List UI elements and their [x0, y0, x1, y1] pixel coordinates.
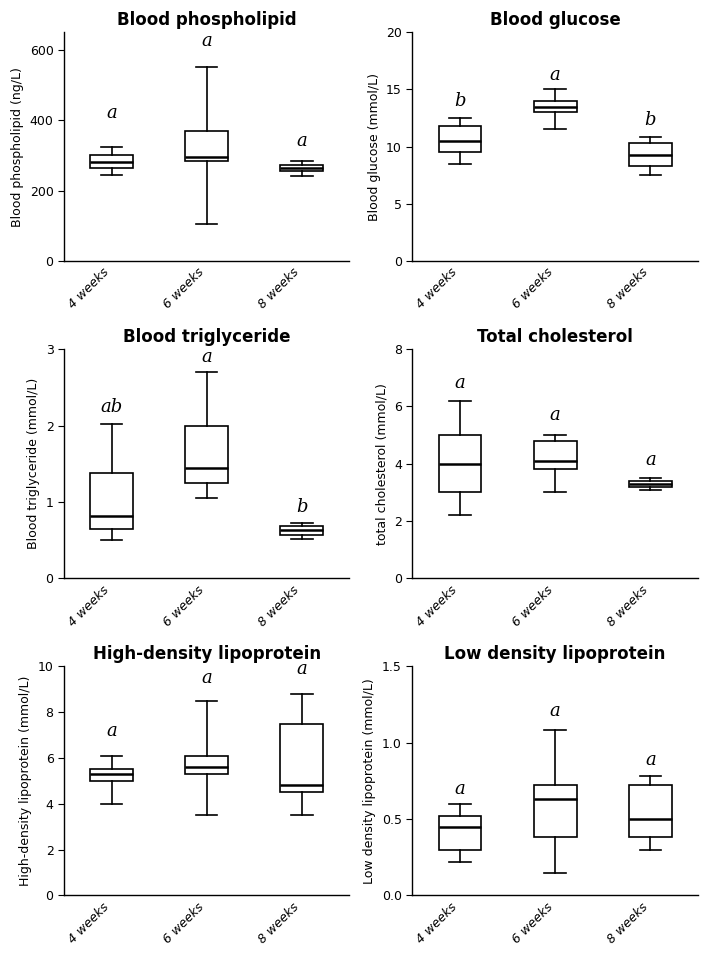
Text: a: a	[106, 104, 117, 122]
Y-axis label: Blood phospholipid (ng/L): Blood phospholipid (ng/L)	[11, 67, 24, 227]
PathPatch shape	[439, 126, 481, 152]
PathPatch shape	[90, 769, 133, 781]
Text: a: a	[645, 452, 656, 470]
PathPatch shape	[629, 786, 671, 837]
Text: a: a	[296, 132, 307, 150]
PathPatch shape	[534, 786, 576, 837]
PathPatch shape	[185, 756, 228, 774]
Title: Blood glucose: Blood glucose	[490, 11, 620, 29]
Y-axis label: Low density lipoprotein (mmol/L): Low density lipoprotein (mmol/L)	[364, 678, 376, 883]
PathPatch shape	[534, 441, 576, 470]
Y-axis label: Blood glucose (mmol/L): Blood glucose (mmol/L)	[367, 73, 381, 221]
PathPatch shape	[629, 144, 671, 167]
Y-axis label: Blood triglyceride (mmol/L): Blood triglyceride (mmol/L)	[27, 378, 40, 549]
Y-axis label: total cholesterol (mmol/L): total cholesterol (mmol/L)	[375, 383, 389, 545]
Text: a: a	[454, 780, 465, 798]
Title: Blood triglyceride: Blood triglyceride	[123, 328, 291, 346]
Title: Blood phospholipid: Blood phospholipid	[117, 11, 296, 29]
Title: Total cholesterol: Total cholesterol	[477, 328, 633, 346]
Text: a: a	[106, 722, 117, 740]
Text: a: a	[549, 701, 561, 720]
PathPatch shape	[185, 131, 228, 162]
Text: a: a	[201, 348, 212, 366]
Text: a: a	[549, 66, 561, 83]
PathPatch shape	[281, 723, 323, 792]
Text: a: a	[201, 669, 212, 687]
PathPatch shape	[439, 435, 481, 492]
Text: a: a	[549, 406, 561, 424]
Title: High-density lipoprotein: High-density lipoprotein	[93, 645, 320, 663]
PathPatch shape	[185, 426, 228, 483]
Text: b: b	[454, 92, 466, 110]
Text: b: b	[296, 498, 308, 516]
Text: a: a	[454, 374, 465, 392]
PathPatch shape	[281, 165, 323, 171]
Y-axis label: High-density lipoprotein (mmol/L): High-density lipoprotein (mmol/L)	[19, 676, 32, 886]
Text: ab: ab	[101, 398, 123, 416]
Text: a: a	[645, 750, 656, 768]
PathPatch shape	[534, 100, 576, 112]
Text: a: a	[296, 659, 307, 678]
PathPatch shape	[90, 473, 133, 528]
PathPatch shape	[281, 526, 323, 535]
PathPatch shape	[90, 155, 133, 167]
Title: Low density lipoprotein: Low density lipoprotein	[445, 645, 666, 663]
Text: b: b	[644, 111, 656, 129]
PathPatch shape	[439, 816, 481, 850]
Text: a: a	[201, 32, 212, 50]
PathPatch shape	[629, 481, 671, 487]
